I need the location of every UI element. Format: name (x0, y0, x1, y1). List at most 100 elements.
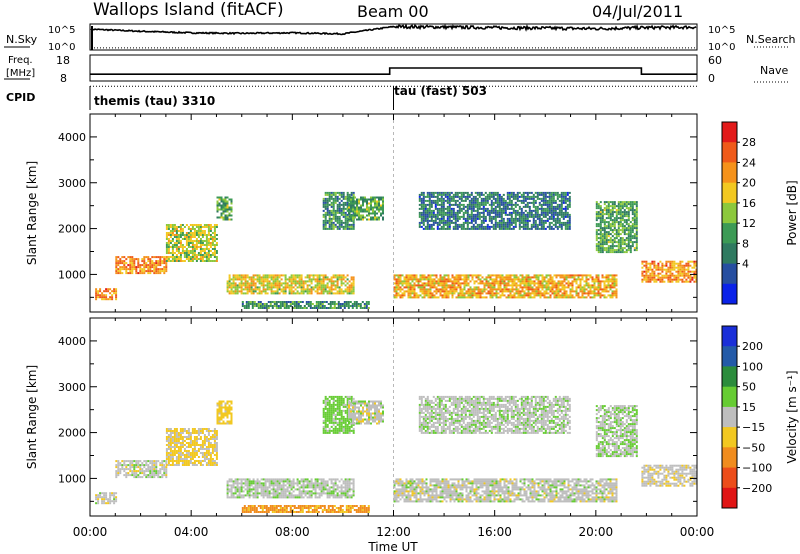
power-cell (665, 264, 668, 267)
velocity-cell (131, 462, 134, 465)
power-cell (464, 221, 467, 224)
power-cell (344, 276, 347, 279)
power-cell (213, 236, 216, 238)
power-cell (226, 208, 229, 211)
power-cell (101, 298, 104, 301)
power-cell (393, 282, 396, 285)
power-cell (407, 290, 410, 293)
power-cell (486, 223, 489, 226)
power-cell (344, 217, 347, 220)
power-cell (560, 211, 563, 214)
power-cell (591, 296, 594, 299)
power-cell (607, 215, 610, 218)
power-cell (529, 292, 532, 295)
power-cell (425, 278, 428, 281)
power-cell (258, 292, 261, 295)
power-cell (514, 193, 517, 196)
power-cell (340, 191, 343, 194)
power-cell (534, 225, 537, 228)
power-cell (344, 288, 347, 291)
power-cell (441, 294, 444, 297)
power-cell (695, 270, 698, 273)
power-cell (447, 280, 450, 283)
power-cell (611, 278, 614, 281)
power-cell (468, 195, 471, 198)
power-cell (515, 276, 518, 279)
power-cell (297, 305, 300, 307)
power-cell (336, 211, 339, 214)
power-cell (679, 278, 682, 281)
power-cell (611, 239, 614, 242)
power-cell (544, 219, 547, 222)
power-cell (552, 223, 555, 226)
power-cell (181, 238, 184, 240)
power-cell (554, 205, 557, 208)
power-cell (422, 195, 425, 198)
power-cell (441, 288, 444, 291)
power-cell (575, 292, 578, 295)
power-cell (342, 282, 345, 285)
power-cell (260, 284, 263, 287)
power-cell (573, 296, 576, 299)
power-cell (250, 278, 253, 281)
power-cell (115, 288, 118, 291)
power-cell (635, 211, 638, 214)
power-cell (456, 211, 459, 214)
power-cell (480, 215, 483, 218)
power-cell (470, 211, 473, 214)
power-cell (343, 303, 346, 305)
power-cell (179, 242, 182, 244)
power-cell (448, 205, 451, 208)
power-cell (295, 303, 298, 305)
power-cell (199, 238, 202, 240)
power-cell (274, 284, 277, 287)
power-cell (635, 201, 638, 204)
power-cell (492, 203, 495, 206)
power-cell (374, 214, 376, 217)
power-cell (625, 249, 628, 252)
power-cell (265, 303, 268, 305)
power-cell (611, 249, 614, 252)
power-cell (236, 284, 239, 287)
power-cell (611, 209, 614, 212)
power-cell (203, 260, 206, 262)
power-cell (270, 288, 273, 291)
power-cell (515, 282, 518, 285)
power-cell (520, 217, 523, 220)
power-cell (169, 230, 172, 232)
power-cell (326, 203, 329, 206)
power-cell (625, 215, 628, 218)
power-cell (545, 280, 548, 283)
power-cell (539, 290, 542, 293)
power-cell (492, 193, 495, 196)
power-cell (256, 278, 259, 281)
power-cell (566, 219, 569, 222)
power-cell (479, 290, 482, 293)
power-cell (532, 219, 535, 222)
power-cell (523, 294, 526, 297)
power-cell (209, 238, 212, 240)
power-cell (492, 225, 495, 228)
power-cell (177, 234, 180, 236)
power-cell (290, 284, 293, 287)
power-cell (348, 290, 351, 293)
power-cell (450, 211, 453, 214)
power-cell (350, 286, 353, 289)
power-cell (428, 193, 431, 196)
power-cell (534, 211, 537, 214)
power-cell (551, 276, 554, 279)
power-cell (447, 284, 450, 287)
power-cell (456, 191, 459, 194)
velocity-cell (121, 468, 124, 471)
power-cell (548, 209, 551, 212)
power-cell (603, 213, 606, 216)
power-cell (445, 278, 448, 281)
power-cell (689, 264, 692, 267)
power-cell (461, 274, 464, 277)
power-cell (185, 224, 188, 226)
power-cell (645, 266, 648, 269)
power-cell (187, 242, 190, 244)
power-cell (536, 207, 539, 210)
power-cell (549, 276, 552, 279)
power-cell (215, 224, 218, 226)
